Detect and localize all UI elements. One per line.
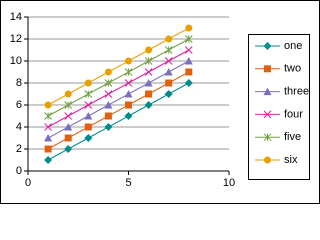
legend-marker [263,110,272,119]
y-tick-label: 0 [16,165,22,177]
series-line [47,49,190,128]
marker [84,101,93,109]
marker [44,156,53,164]
marker [164,46,173,54]
legend-marker [263,133,272,142]
series-line [47,38,190,117]
legend-marker [264,156,271,164]
marker [125,101,132,109]
legend-label: two [284,63,301,75]
marker [185,68,193,76]
marker [44,123,52,131]
marker [125,57,132,65]
marker [64,145,73,153]
marker [64,134,72,142]
marker [164,68,173,76]
marker [64,112,73,120]
marker [124,79,133,87]
marker [44,101,52,109]
legend-marker [263,87,272,96]
marker [184,46,193,54]
marker [104,112,112,120]
marker [124,112,133,120]
marker [124,68,133,76]
series-line [47,82,190,161]
marker [164,90,173,98]
marker [64,90,72,98]
marker [64,123,73,131]
marker [44,112,52,120]
marker [144,57,153,65]
series-line [47,27,190,106]
marker [84,90,93,98]
marker [185,24,193,32]
x-tick-label: 10 [223,177,235,189]
chart: 0 2 4 6 8 10 12 14 0 5 10 one two three four five six [0,0,320,204]
legend-label: six [284,154,298,166]
marker [44,134,53,142]
y-tick-label: 10 [10,55,22,67]
marker [184,79,193,87]
marker [44,145,52,153]
x-tick-label: 5 [125,177,131,189]
legend-marker [263,42,272,50]
marker [164,57,173,65]
marker [144,79,153,87]
marker [165,35,173,43]
marker [84,79,92,87]
marker [184,57,193,65]
marker [104,123,113,131]
marker [84,123,92,131]
marker [144,68,153,76]
marker [184,35,193,43]
legend-label: four [284,108,303,120]
y-tick-label: 2 [16,143,22,155]
marker [145,46,153,54]
marker [124,90,133,98]
marker [165,79,173,87]
y-tick-label: 14 [10,11,22,23]
x-tick-label: 0 [25,177,31,189]
y-tick-label: 6 [16,99,22,111]
legend-marker [264,65,271,73]
legend-label: three [284,86,309,98]
marker [104,68,112,76]
marker [104,101,113,109]
marker [64,101,73,109]
marker [145,90,153,98]
y-tick-label: 12 [10,33,22,45]
legend-box [248,34,310,180]
y-tick-label: 4 [16,121,22,133]
y-tick-label: 8 [16,77,22,89]
marker [84,134,93,142]
marker [144,101,153,109]
marker [104,79,113,87]
legend-label: one [284,40,302,52]
legend-label: five [284,131,301,143]
marker [104,90,113,98]
marker [84,112,93,120]
series-line [47,60,190,139]
